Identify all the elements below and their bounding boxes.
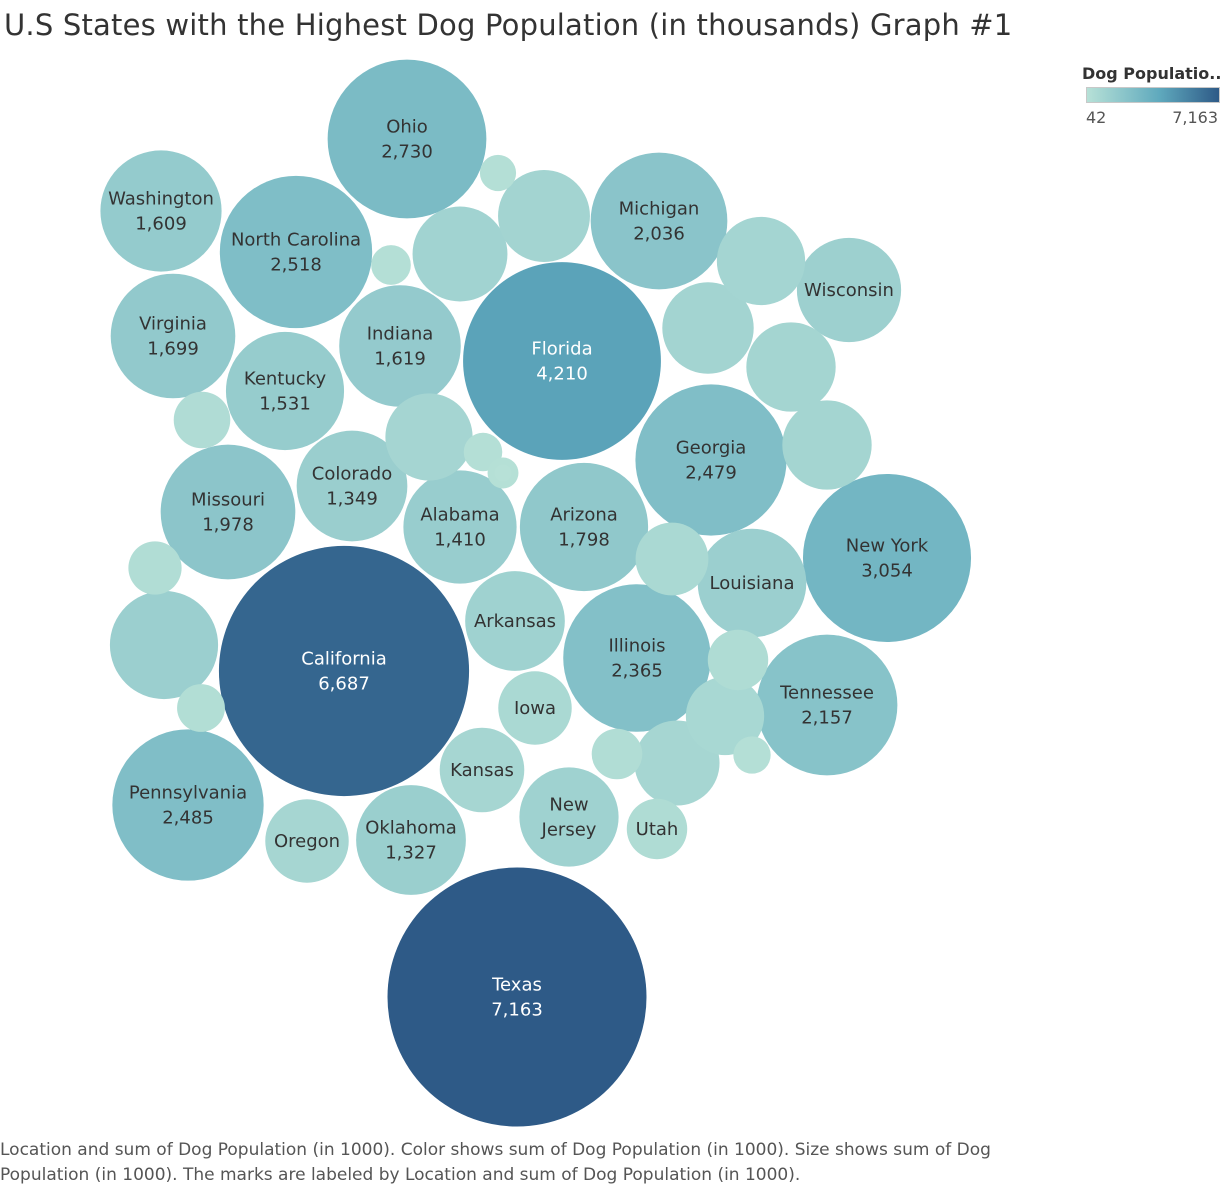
bubble-new-york[interactable] bbox=[802, 473, 972, 643]
label-louisiana: Louisiana bbox=[710, 573, 795, 594]
bubble-unlabeled-35[interactable] bbox=[385, 393, 473, 481]
label-utah: Utah bbox=[636, 819, 679, 840]
bubble-washington[interactable] bbox=[100, 150, 222, 272]
legend-gradient-bar bbox=[1086, 87, 1220, 103]
bubble-indiana[interactable] bbox=[339, 285, 461, 407]
label-washington: Washington 1,609 bbox=[108, 189, 214, 235]
label-colorado: Colorado 1,349 bbox=[312, 464, 392, 510]
bubble-new-jersey[interactable] bbox=[519, 767, 619, 867]
label-new-jersey: New Jersey bbox=[541, 795, 597, 841]
bubble-unlabeled-29[interactable] bbox=[412, 206, 508, 302]
bubble-north-carolina[interactable] bbox=[219, 175, 373, 329]
bubble-colorado[interactable] bbox=[296, 430, 408, 542]
bubble-unlabeled-31[interactable] bbox=[662, 282, 754, 374]
bubble-oregon[interactable] bbox=[265, 799, 349, 883]
label-kansas: Kansas bbox=[450, 760, 514, 781]
bubble-unlabeled-37[interactable] bbox=[685, 676, 765, 756]
label-north-carolina: North Carolina 2,518 bbox=[231, 230, 361, 276]
label-arkansas: Arkansas bbox=[474, 611, 556, 632]
bubble-illinois[interactable] bbox=[563, 584, 711, 732]
label-kentucky: Kentucky 1,531 bbox=[244, 369, 327, 415]
bubble-unlabeled-28[interactable] bbox=[109, 590, 219, 700]
bubble-unlabeled-42[interactable] bbox=[591, 728, 643, 780]
label-texas: Texas 7,163 bbox=[491, 975, 543, 1021]
bubble-unlabeled-30[interactable] bbox=[498, 170, 590, 262]
chart-caption: Location and sum of Dog Population (in 1… bbox=[0, 1140, 991, 1185]
bubble-missouri[interactable] bbox=[160, 444, 296, 580]
bubble-iowa[interactable] bbox=[498, 671, 572, 745]
bubble-unlabeled-41[interactable] bbox=[128, 541, 182, 595]
label-michigan: Michigan 2,036 bbox=[619, 199, 700, 245]
label-virginia: Virginia 1,699 bbox=[139, 314, 207, 360]
label-georgia: Georgia 2,479 bbox=[676, 438, 747, 484]
bubble-unlabeled-44[interactable] bbox=[371, 245, 411, 285]
bubble-unlabeled-46[interactable] bbox=[733, 736, 771, 774]
bubble-unlabeled-49[interactable] bbox=[494, 464, 512, 482]
label-florida: Florida 4,210 bbox=[531, 339, 592, 385]
label-illinois: Illinois 2,365 bbox=[608, 636, 665, 682]
bubble-pennsylvania[interactable] bbox=[112, 729, 264, 881]
label-wisconsin: Wisconsin bbox=[804, 280, 894, 301]
bubble-unlabeled-34[interactable] bbox=[716, 216, 806, 306]
bubble-california[interactable] bbox=[218, 545, 470, 797]
bubble-wisconsin[interactable] bbox=[796, 237, 902, 343]
bubble-texas[interactable] bbox=[387, 867, 647, 1127]
label-pennsylvania: Pennsylvania 2,485 bbox=[129, 783, 247, 829]
chart-title: U.S States with the Highest Dog Populati… bbox=[4, 8, 1013, 42]
bubble-virginia[interactable] bbox=[110, 273, 236, 399]
label-oklahoma: Oklahoma 1,327 bbox=[365, 818, 457, 864]
bubble-unlabeled-33[interactable] bbox=[782, 400, 872, 490]
bubble-unlabeled-40[interactable] bbox=[173, 391, 231, 449]
label-new-york: New York 3,054 bbox=[846, 536, 929, 582]
bubble-unlabeled-43[interactable] bbox=[177, 684, 225, 732]
bubble-arkansas[interactable] bbox=[465, 571, 565, 671]
label-missouri: Missouri 1,978 bbox=[191, 490, 265, 536]
bubble-unlabeled-47[interactable] bbox=[479, 154, 517, 192]
legend-min-label: 42 bbox=[1086, 108, 1107, 127]
label-arizona: Arizona 1,798 bbox=[550, 505, 618, 551]
bubble-alabama[interactable] bbox=[403, 470, 517, 584]
bubble-unlabeled-39[interactable] bbox=[707, 629, 769, 691]
label-alabama: Alabama 1,410 bbox=[420, 505, 499, 551]
label-ohio: Ohio 2,730 bbox=[381, 117, 433, 163]
color-legend[interactable]: Dog Populatio.. 42 7,163 bbox=[1082, 64, 1222, 127]
bubble-tennessee[interactable] bbox=[756, 634, 898, 776]
legend-max-label: 7,163 bbox=[1172, 108, 1218, 127]
label-indiana: Indiana 1,619 bbox=[367, 324, 434, 370]
bubble-kentucky[interactable] bbox=[225, 331, 345, 451]
bubble-michigan[interactable] bbox=[590, 152, 728, 290]
bubble-louisiana[interactable] bbox=[697, 528, 807, 638]
bubble-utah[interactable] bbox=[626, 798, 688, 860]
bubble-georgia[interactable] bbox=[635, 384, 787, 536]
legend-title: Dog Populatio.. bbox=[1082, 64, 1222, 83]
bubble-unlabeled-38[interactable] bbox=[635, 522, 709, 596]
bubble-ohio[interactable] bbox=[327, 59, 487, 219]
label-oregon: Oregon bbox=[274, 831, 340, 852]
label-california: California 6,687 bbox=[301, 649, 386, 695]
bubble-unlabeled-32[interactable] bbox=[746, 322, 836, 412]
label-tennessee: Tennessee 2,157 bbox=[779, 683, 874, 729]
bubble-florida[interactable] bbox=[463, 262, 661, 460]
bubble-arizona[interactable] bbox=[519, 462, 649, 592]
bubble-kansas[interactable] bbox=[439, 727, 525, 813]
bubble-oklahoma[interactable] bbox=[356, 785, 466, 895]
label-iowa: Iowa bbox=[514, 698, 556, 719]
